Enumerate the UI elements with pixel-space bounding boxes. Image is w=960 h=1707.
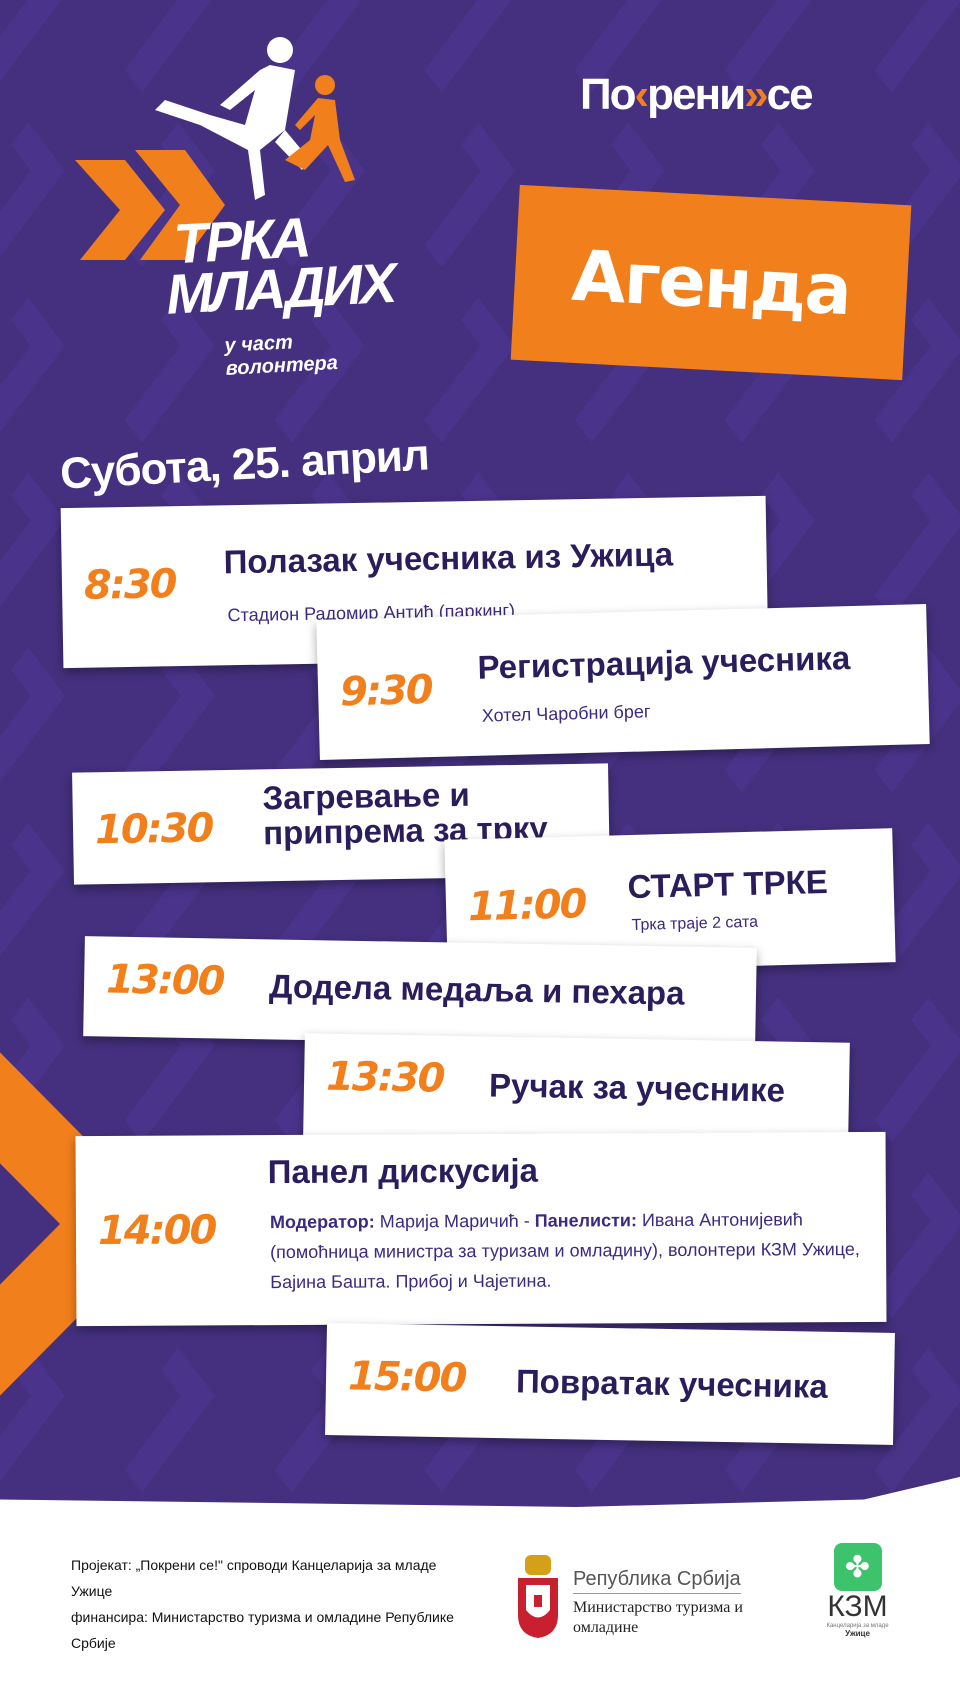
pattern-chevron: [0, 0, 65, 93]
item-time: 13:30: [325, 1053, 444, 1102]
pattern-chevron: [855, 997, 960, 1143]
pattern-chevron: [0, 122, 65, 268]
pattern-chevron: [855, 0, 960, 93]
item-time: 13:00: [105, 956, 224, 1005]
panel-details: Модератор: Марија Маричић - Панелисти: И…: [270, 1204, 870, 1297]
item-title: СТАРТ ТРКЕ: [627, 862, 829, 906]
serbia-ministry-logo: Република Србија Министарство туризма и …: [513, 1550, 773, 1640]
agenda-item: 13:00 Додела медаља и пехара: [83, 936, 757, 1048]
pattern-chevron: [405, 297, 515, 443]
item-title: Полазак учесника из Ужица: [223, 535, 674, 581]
item-title: Повратак учесника: [515, 1362, 829, 1405]
pattern-chevron: [0, 647, 65, 793]
kzm-logo: ✤ КЗМ Канцеларија за младе Ужице: [820, 1543, 895, 1638]
item-time: 9:30: [339, 667, 433, 716]
item-title: Регистрација учесника: [477, 639, 851, 686]
item-time: 10:30: [94, 805, 213, 854]
runners-icon: [75, 37, 355, 260]
logo-title: ТРКА МЛАДИХ: [118, 205, 396, 326]
k-chevron-icon: ‹: [634, 70, 650, 119]
footer-line: Пројекат: „Покрени се!" спроводи Канцела…: [71, 1557, 437, 1599]
pokreni-se-logo: По‹рени»се: [580, 70, 814, 120]
item-time: 15:00: [347, 1353, 466, 1402]
pattern-chevron: [405, 122, 515, 268]
footer-credits: Пројекат: „Покрени се!" спроводи Канцела…: [71, 1552, 461, 1656]
item-time: 11:00: [467, 881, 586, 931]
kzm-subtitle: Канцеларија за младе: [826, 1623, 889, 1629]
agenda-item: 9:30 Регистрација учесника Хотел Чаробни…: [316, 604, 930, 760]
panelists-label: Панелисти:: [534, 1210, 637, 1231]
kzm-label: КЗМ: [827, 1590, 888, 1623]
double-chevron-icon: »: [744, 70, 769, 119]
item-time: 14:00: [97, 1207, 216, 1255]
kzm-city: Ужице: [845, 1629, 870, 1638]
pattern-chevron: [855, 472, 960, 618]
item-title: Ручак за учеснике: [488, 1066, 786, 1109]
chevron-cutout: [0, 1012, 60, 1436]
pattern-chevron: [0, 822, 65, 968]
agenda-banner: Агенда: [510, 184, 912, 381]
footer-line: финансира: Министарство туризма и омлади…: [71, 1609, 454, 1651]
item-subtitle: Трка траје 2 сата: [631, 913, 759, 935]
race-logo: ТРКА МЛАДИХ у част волонтера: [70, 30, 410, 380]
clover-icon: ✤: [833, 1543, 882, 1591]
gov-name: Република Србија: [573, 1568, 741, 1594]
agenda-item: 13:30 Ручак за учеснике: [303, 1033, 850, 1145]
pattern-chevron: [0, 472, 65, 618]
pokreni-part: се: [766, 70, 814, 119]
item-title: Панел дискусија: [267, 1151, 539, 1191]
item-time: 8:30: [83, 561, 176, 609]
logo-line2: МЛАДИХ: [164, 250, 396, 326]
pokreni-part: рени: [647, 70, 746, 119]
item-title: Додела медаља и пехара: [268, 967, 685, 1012]
ministry-name: Министарство туризма и омладине: [573, 1599, 743, 1636]
item-subtitle: Хотел Чаробни брег: [481, 701, 651, 726]
pokreni-part: По: [580, 70, 636, 119]
moderator: Марија Маричић -: [374, 1210, 535, 1232]
moderator-label: Модератор:: [269, 1211, 375, 1233]
pattern-chevron: [405, 0, 515, 93]
agenda-title: Агенда: [569, 234, 853, 331]
coat-of-arms-icon: [518, 1555, 558, 1638]
agenda-item: 15:00 Повратак учесника: [325, 1323, 895, 1445]
logo-tagline: у част волонтера: [223, 331, 339, 380]
agenda-item: 14:00 Панел дискусија Модератор: Марија …: [75, 1131, 887, 1327]
pattern-chevron: [0, 297, 65, 443]
